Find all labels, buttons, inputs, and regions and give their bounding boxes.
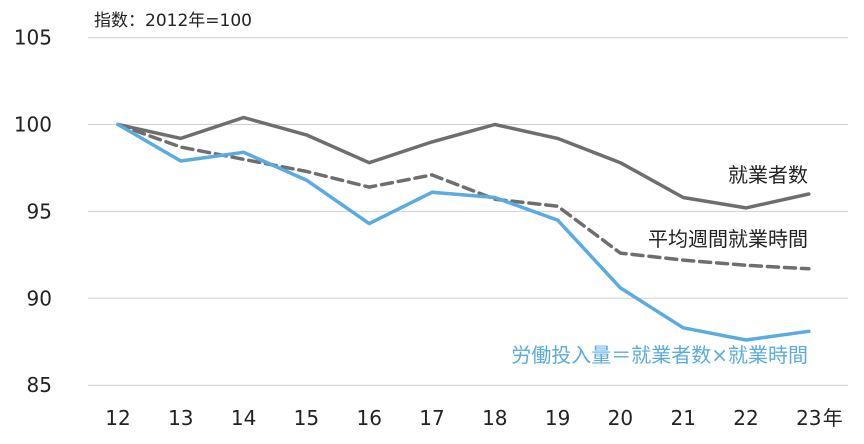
x-tick-label: 18 <box>482 406 507 430</box>
x-tick-label: 23 <box>796 406 821 430</box>
x-tick-label: 21 <box>670 406 695 430</box>
series-label-employed: 就業者数 <box>728 163 808 187</box>
y-tick-label: 100 <box>14 113 52 137</box>
y-tick-label: 95 <box>27 199 52 223</box>
labor-input-line <box>116 122 811 342</box>
x-axis: 12 13 14 15 16 17 18 19 20 21 22 23 年 <box>105 406 843 430</box>
x-tick-label: 13 <box>168 406 193 430</box>
y-tick-label: 105 <box>14 26 52 50</box>
x-tick-label: 19 <box>545 406 570 430</box>
y-axis: 85 90 95 100 105 <box>14 26 52 398</box>
y-tick-label: 85 <box>27 373 52 397</box>
series-label-labor-input: 労働投入量＝就業者数×就業時間 <box>511 343 808 367</box>
x-tick-label: 20 <box>608 406 633 430</box>
gridlines <box>88 37 848 386</box>
employed-line <box>116 115 811 210</box>
x-axis-unit: 年 <box>823 406 843 430</box>
x-tick-label: 12 <box>105 406 130 430</box>
avg-hours-line <box>116 122 811 271</box>
x-tick-label: 16 <box>356 406 381 430</box>
x-tick-label: 22 <box>733 406 758 430</box>
series-label-avg-hours: 平均週間就業時間 <box>648 227 808 251</box>
chart-note: 指数：2012年=100 <box>94 11 252 31</box>
x-tick-label: 15 <box>294 406 319 430</box>
x-tick-label: 14 <box>231 406 256 430</box>
y-tick-label: 90 <box>27 286 52 310</box>
x-tick-label: 17 <box>419 406 444 430</box>
series-lines <box>116 115 811 342</box>
